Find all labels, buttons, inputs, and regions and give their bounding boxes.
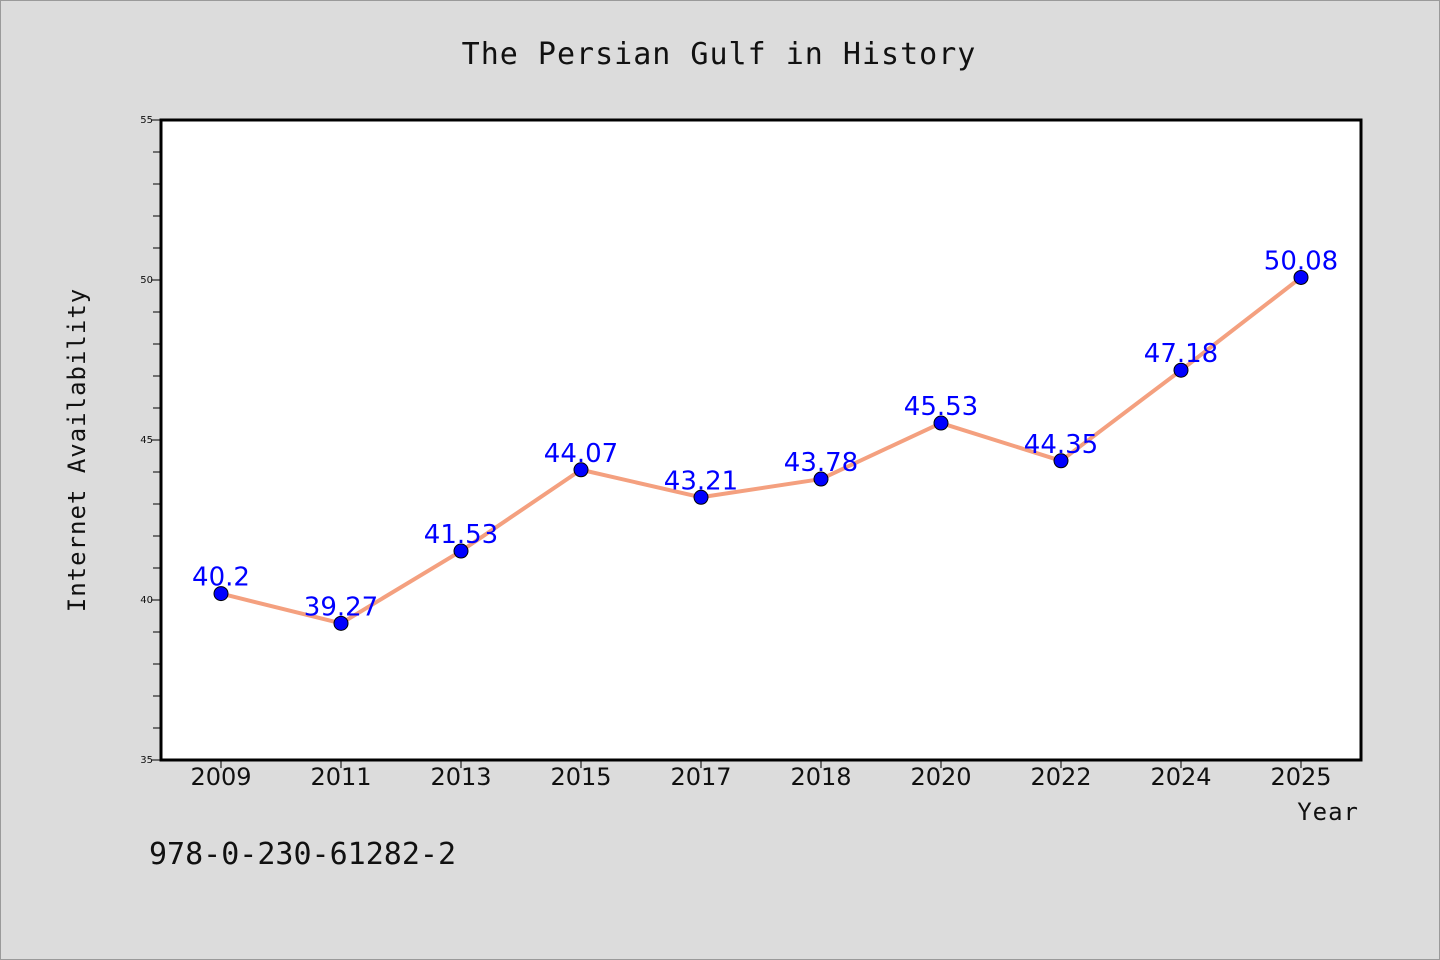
data-point bbox=[1293, 269, 1309, 285]
x-tick-label: 2013 bbox=[430, 763, 491, 791]
plot-area bbox=[159, 118, 1363, 762]
data-point bbox=[693, 489, 709, 505]
data-label: 43.21 bbox=[664, 466, 738, 496]
x-axis-label: Year bbox=[1297, 798, 1359, 826]
y-axis-label: Internet Availability bbox=[63, 288, 91, 612]
y-tick-label: 40 bbox=[140, 595, 153, 606]
data-point bbox=[1173, 362, 1189, 378]
data-label: 45.53 bbox=[904, 392, 978, 422]
y-tick-label: 55 bbox=[140, 115, 153, 126]
x-tick-label: 2022 bbox=[1030, 763, 1091, 791]
data-point bbox=[453, 543, 469, 559]
data-point bbox=[333, 615, 349, 631]
isbn-text: 978-0-230-61282-2 bbox=[149, 837, 456, 872]
data-point bbox=[933, 415, 949, 431]
data-point bbox=[573, 462, 589, 478]
x-tick-label: 2017 bbox=[670, 763, 731, 791]
data-label: 39.27 bbox=[304, 592, 378, 622]
data-point bbox=[1053, 453, 1069, 469]
data-point bbox=[813, 471, 829, 487]
x-tick-label: 2024 bbox=[1150, 763, 1211, 791]
y-tick-label: 35 bbox=[140, 755, 153, 766]
x-tick-label: 2018 bbox=[790, 763, 851, 791]
data-point bbox=[213, 586, 229, 602]
data-label: 44.07 bbox=[544, 439, 618, 469]
data-label: 43.78 bbox=[784, 448, 858, 478]
x-tick-label: 2020 bbox=[910, 763, 971, 791]
x-tick-label: 2009 bbox=[190, 763, 251, 791]
data-label: 44.35 bbox=[1024, 430, 1098, 460]
data-labels: 40.2 39.27 41.53 44.07 43.21 43.78 45.53 44.35 4… bbox=[192, 246, 1338, 622]
x-axis: 2009 2011 2013 2015 2017 2018 2020 2022 2024 2025 bbox=[190, 760, 1332, 791]
chart-title: The Persian Gulf in History bbox=[462, 37, 977, 72]
y-axis: 35 40 45 50 55 bbox=[140, 115, 161, 766]
series-line bbox=[219, 275, 1303, 626]
y-tick-label: 50 bbox=[140, 275, 153, 286]
data-label: 50.08 bbox=[1264, 246, 1338, 276]
x-tick-label: 2025 bbox=[1270, 763, 1331, 791]
data-label: 40.2 bbox=[192, 563, 250, 593]
data-label: 41.53 bbox=[424, 520, 498, 550]
data-label: 47.18 bbox=[1144, 339, 1218, 369]
y-tick-label: 45 bbox=[140, 435, 153, 446]
data-series bbox=[213, 269, 1309, 631]
x-tick-label: 2011 bbox=[310, 763, 371, 791]
x-tick-label: 2015 bbox=[550, 763, 611, 791]
